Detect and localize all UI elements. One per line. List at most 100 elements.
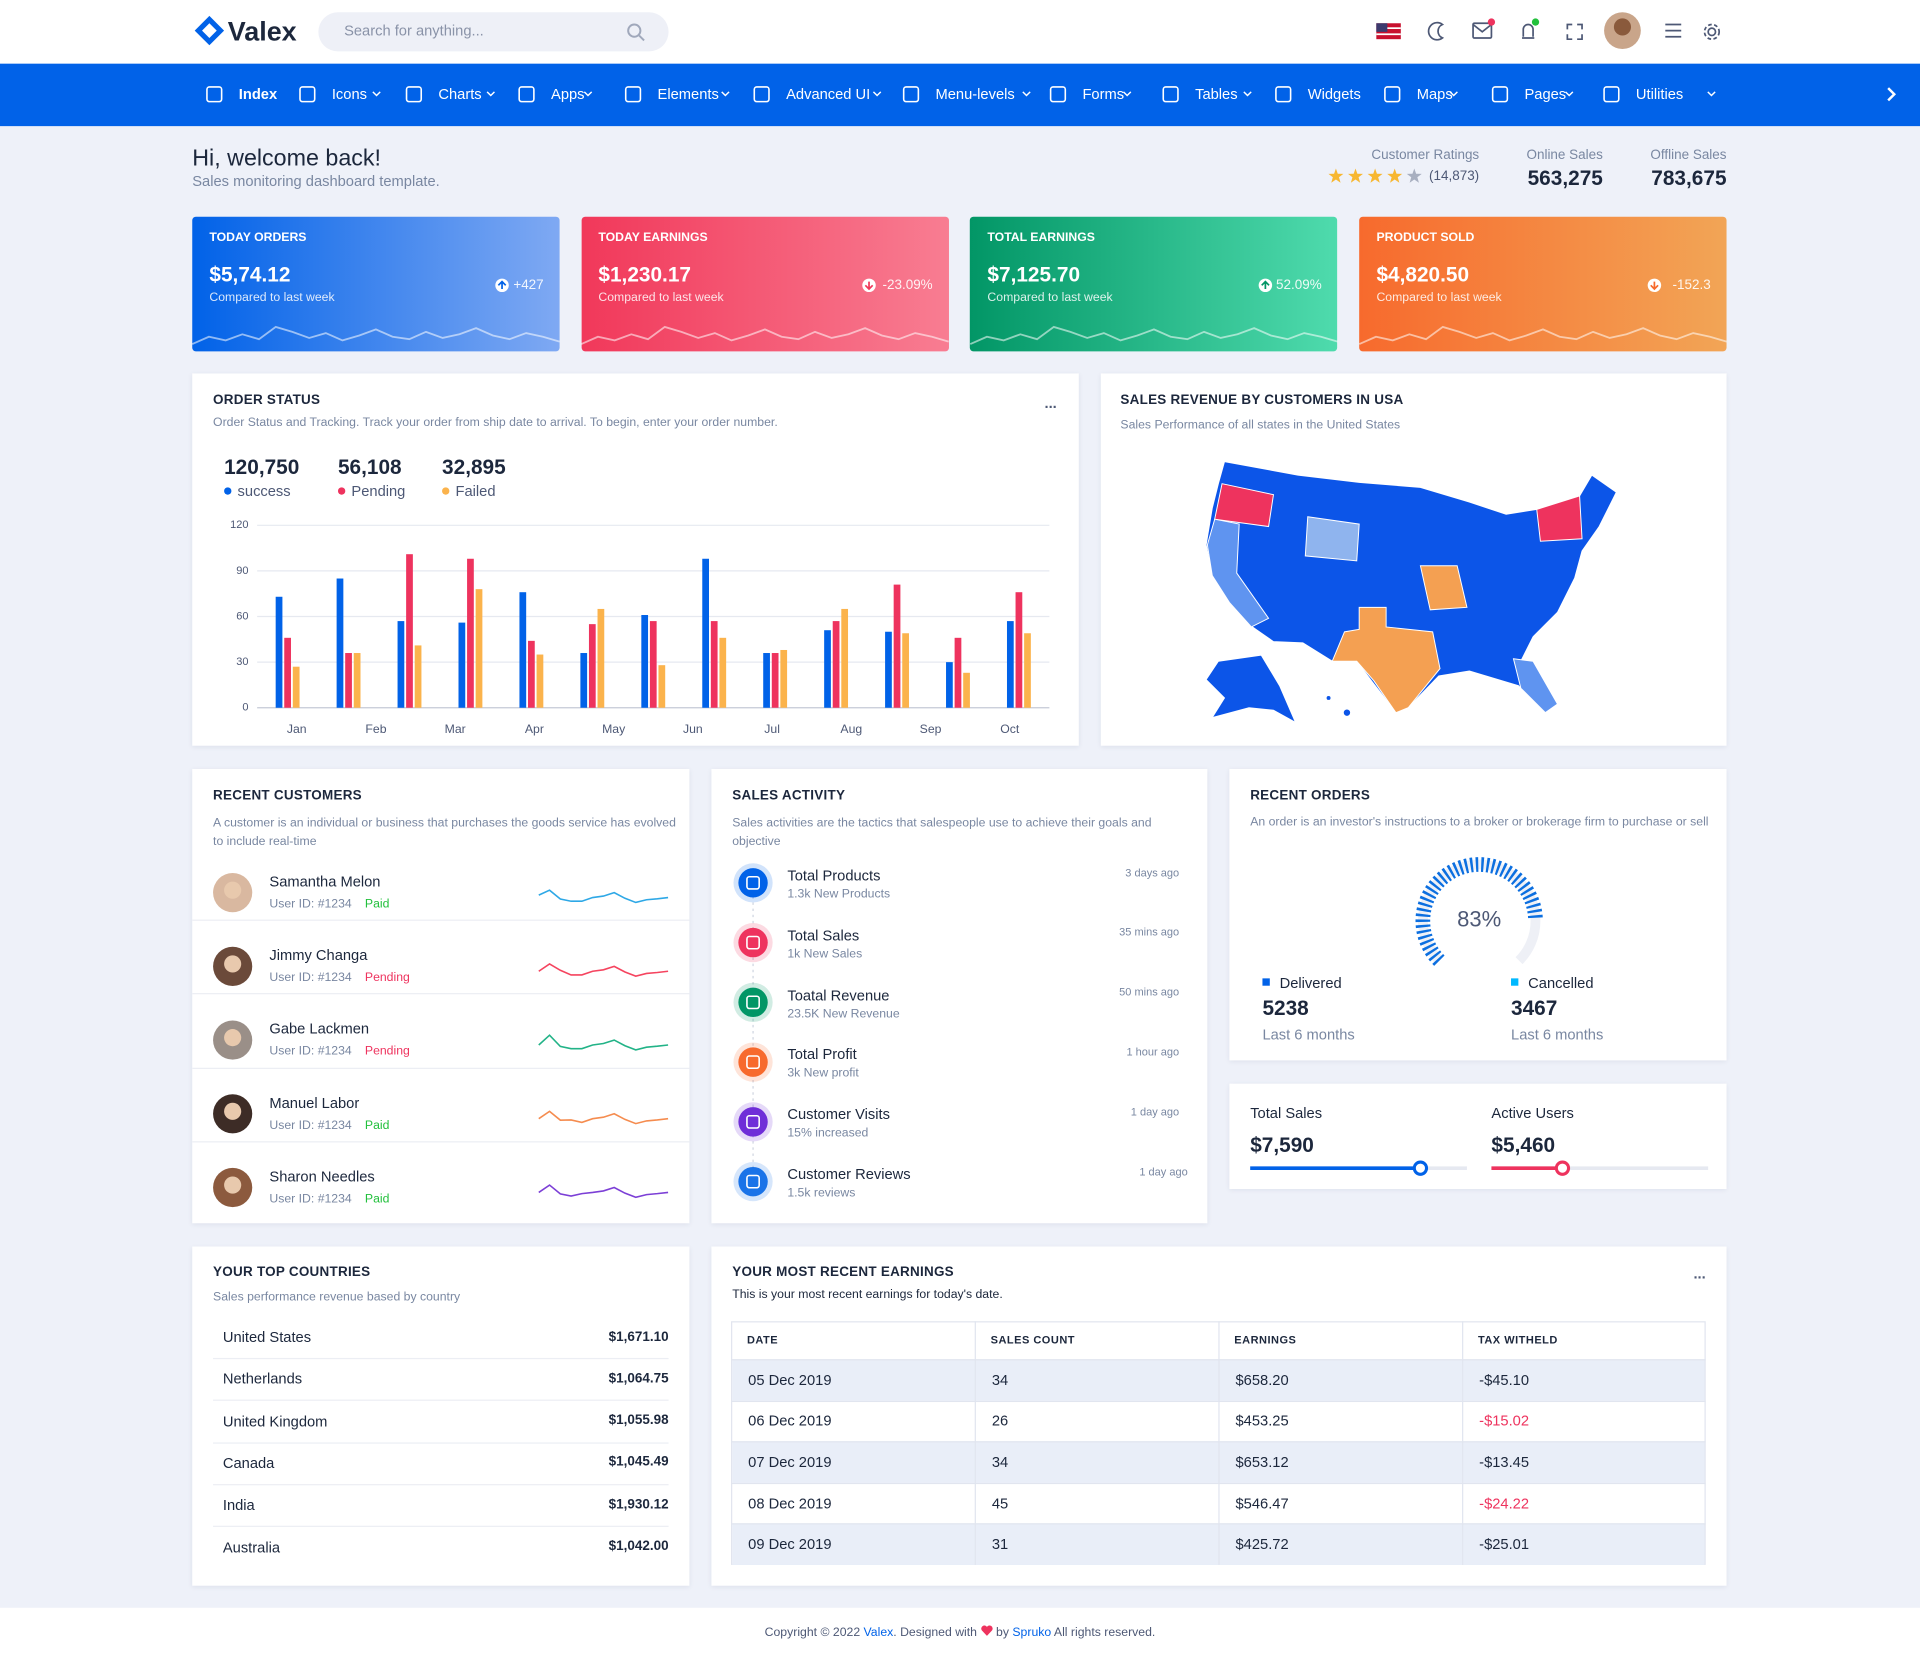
legend-period: Last 6 months (1511, 1026, 1604, 1044)
activity-title: Total Products (787, 866, 881, 885)
customers-title: RECENT CUSTOMERS (213, 787, 362, 803)
nav-item[interactable]: Icons (331, 85, 367, 103)
table-cell: $546.47 (1235, 1494, 1289, 1512)
legend-value: 3467 (1511, 996, 1558, 1020)
activity-title: Toatal Revenue (787, 986, 890, 1004)
activity-title: Total Sales (787, 926, 860, 944)
activity-sub: 1.3k New Products (787, 887, 891, 902)
row-divider (192, 1067, 690, 1069)
customer-status: Pending (364, 1044, 410, 1059)
countries-panel (192, 1246, 690, 1586)
footer-text: Copyright © 2022 Valex. Designed with by… (0, 1625, 1920, 1640)
legend-label: Cancelled (1528, 974, 1594, 992)
welcome-title: Hi, welcome back! (192, 145, 382, 171)
brand[interactable]: Valex (227, 15, 297, 47)
nav-bar (0, 63, 1920, 127)
nav-item[interactable]: Index (238, 85, 278, 103)
country-value: $1,055.98 (608, 1413, 669, 1428)
total-value: $7,590 (1250, 1133, 1314, 1157)
activity-time: 1 hour ago (1126, 1045, 1180, 1058)
nav-item[interactable]: Widgets (1307, 85, 1361, 103)
table-cell: $653.12 (1235, 1453, 1289, 1471)
table-cell: $425.72 (1235, 1535, 1289, 1553)
nav-item[interactable]: Maps (1416, 85, 1453, 103)
table-cell: 09 Dec 2019 (748, 1535, 832, 1553)
card-title: TODAY ORDERS (209, 231, 307, 245)
nav-item[interactable]: Utilities (1635, 85, 1684, 103)
customer-status: Paid (364, 1192, 390, 1206)
table-cell: 31 (991, 1535, 1009, 1553)
row-divider (192, 1140, 690, 1143)
row-divider (192, 993, 690, 995)
card-note: Compared to last week (598, 291, 724, 305)
card-change: -152.3 (1672, 277, 1711, 293)
nav-item[interactable]: Charts (438, 85, 482, 103)
activity-title: Customer Reviews (787, 1165, 911, 1183)
activity-sub: 3k New profit (787, 1067, 859, 1081)
country-name: Australia (222, 1538, 281, 1556)
earnings-title: YOUR MOST RECENT EARNINGS (732, 1264, 954, 1279)
nav-item[interactable]: Apps (551, 85, 585, 103)
card-change: -23.09% (882, 277, 933, 293)
footer-post: All rights reserved. (1053, 1626, 1156, 1640)
activity-sub: 1k New Sales (787, 947, 863, 961)
nav-item[interactable]: Elements (657, 85, 719, 103)
activity-time: 1 day ago (1139, 1165, 1188, 1178)
customer-name: Jimmy Changa (269, 946, 368, 964)
row-divider (213, 1357, 669, 1360)
table-cell: 45 (991, 1494, 1009, 1512)
orders-subtitle: An order is an investor's instructions t… (1250, 815, 1709, 829)
country-name: India (222, 1496, 255, 1514)
table-cell: 26 (991, 1412, 1009, 1430)
customer-status: Pending (364, 971, 410, 985)
card-value: $7,125.70 (987, 262, 1081, 286)
row-divider (213, 1483, 669, 1486)
nav-item[interactable]: Menu-levels (935, 85, 1015, 103)
footer-brand[interactable]: Valex (863, 1626, 894, 1640)
map-title: SALES REVENUE BY CUSTOMERS IN USA (1120, 392, 1404, 408)
footer-author[interactable]: Spruko (1012, 1626, 1052, 1640)
total-label: Total Sales (1250, 1104, 1323, 1122)
nav-item[interactable]: Tables (1195, 85, 1238, 103)
card-change: +427 (513, 277, 544, 293)
table-cell: -$25.01 (1479, 1535, 1530, 1553)
summary-label: Failed (455, 482, 496, 500)
activity-title: Customer Visits (787, 1105, 890, 1124)
activity-time: 1 day ago (1130, 1105, 1180, 1118)
table-cell: 08 Dec 2019 (748, 1494, 832, 1512)
country-value: $1,045.49 (608, 1455, 669, 1470)
country-value: $1,930.12 (608, 1497, 669, 1512)
country-value: $1,042.00 (608, 1539, 669, 1554)
chart-title: ORDER STATUS (213, 392, 321, 408)
countries-title: YOUR TOP COUNTRIES (213, 1264, 371, 1279)
customer-name: Manuel Labor (269, 1094, 360, 1112)
card-value: $1,230.17 (598, 262, 692, 286)
card-note: Compared to last week (209, 291, 335, 305)
table-cell: -$45.10 (1479, 1371, 1530, 1389)
card-title: TOTAL EARNINGS (987, 231, 1095, 245)
footer-by: by (996, 1626, 1009, 1640)
total-value: $5,460 (1491, 1133, 1556, 1157)
customer-id: User ID: #1234 (269, 1192, 352, 1206)
earnings-subtitle: This is your most recent earnings for to… (732, 1288, 1003, 1302)
summary-label: Pending (351, 482, 406, 500)
nav-item[interactable]: Advanced UI (786, 85, 871, 103)
search-box[interactable] (318, 12, 669, 52)
country-name: United Kingdom (222, 1412, 328, 1430)
legend-label: Delivered (1279, 974, 1342, 992)
table-header: EARNINGS (1234, 1332, 1297, 1346)
legend-swatch (1511, 978, 1519, 986)
row-divider (213, 1525, 669, 1528)
nav-item[interactable]: Pages (1524, 85, 1567, 103)
activity-panel (711, 768, 1208, 1224)
total-label: Active Users (1491, 1104, 1574, 1122)
customer-name: Sharon Needles (269, 1167, 375, 1186)
table-cell: -$13.45 (1479, 1453, 1530, 1471)
orders-title: RECENT ORDERS (1250, 787, 1371, 803)
customer-id: User ID: #1234 (269, 971, 352, 985)
country-name: Canada (222, 1454, 275, 1472)
table-cell: 34 (991, 1371, 1009, 1389)
activity-sub: 1.5k reviews (787, 1186, 856, 1201)
stat-label: Offline Sales (1650, 147, 1727, 163)
nav-item[interactable]: Forms (1082, 85, 1125, 103)
